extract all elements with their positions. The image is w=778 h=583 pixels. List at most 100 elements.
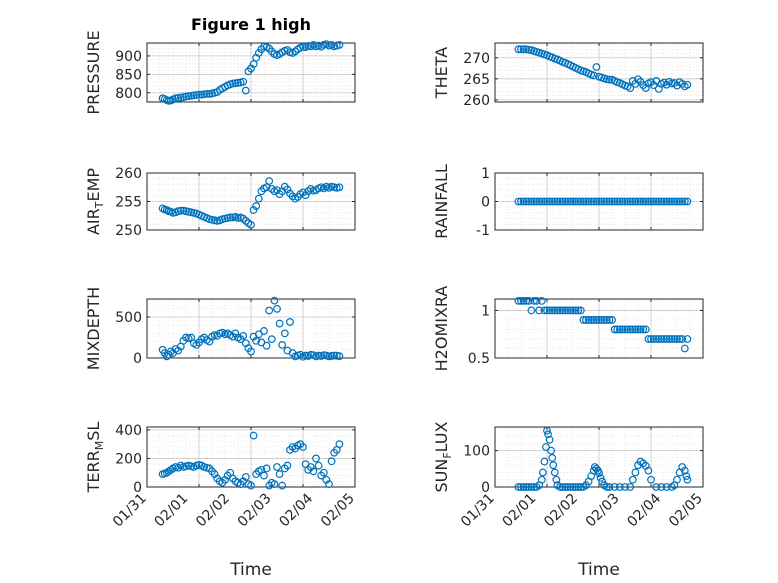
data-point <box>262 341 271 350</box>
data-point <box>675 197 684 206</box>
data-point <box>309 467 318 476</box>
data-point <box>312 454 320 463</box>
data-point <box>600 316 609 324</box>
data-point <box>582 316 590 324</box>
data-point <box>275 470 284 479</box>
data-point <box>556 483 564 491</box>
data-point <box>522 197 531 206</box>
data-point <box>200 90 209 99</box>
data-point <box>265 306 274 315</box>
y-axis-label: MIXDEPTH <box>84 287 103 370</box>
data-point <box>563 483 572 491</box>
data-point <box>537 297 546 305</box>
data-point <box>239 77 248 86</box>
data-point <box>247 220 255 229</box>
data-point <box>610 197 619 206</box>
data-point <box>574 197 583 206</box>
data-point <box>252 336 261 345</box>
data-point <box>514 45 523 54</box>
data-point <box>299 443 307 451</box>
data-point <box>197 90 206 99</box>
data-point <box>636 325 645 334</box>
data-point <box>231 79 240 88</box>
data-point <box>527 306 536 315</box>
data-point <box>623 325 632 334</box>
data-point <box>540 457 549 466</box>
data-point <box>647 335 655 343</box>
data-point <box>647 197 655 206</box>
data-point <box>524 197 533 206</box>
data-point <box>548 306 557 315</box>
data-point <box>299 42 307 51</box>
data-point <box>657 197 666 206</box>
data-point <box>514 483 523 491</box>
data-point <box>571 197 580 206</box>
data-point <box>673 475 681 484</box>
data-point <box>678 197 687 206</box>
figure-title: Figure 1 high <box>191 15 311 34</box>
data-point <box>631 325 640 334</box>
data-point <box>548 454 557 462</box>
data-point <box>626 197 635 206</box>
data-point <box>613 197 622 206</box>
data-point <box>561 483 570 491</box>
data-point <box>649 81 658 90</box>
x-axis-label: Time <box>229 560 272 580</box>
y-tick-label: 0 <box>133 480 142 496</box>
data-point <box>530 483 538 491</box>
data-point <box>537 197 546 206</box>
data-point <box>639 459 648 468</box>
data-point <box>234 78 242 87</box>
data-point <box>626 84 635 92</box>
data-point <box>670 197 679 206</box>
data-point <box>657 483 666 491</box>
y-tick-label: 0.5 <box>468 351 490 367</box>
data-point <box>654 197 663 206</box>
y-tick-label: -1 <box>476 223 490 239</box>
data-point <box>535 306 544 315</box>
data-point <box>644 335 653 343</box>
data-point <box>639 197 648 206</box>
y-axis-label: TERRMSL <box>84 422 106 494</box>
data-point <box>556 306 564 315</box>
data-point <box>639 325 648 334</box>
data-point <box>205 89 214 98</box>
data-point <box>647 475 655 484</box>
data-point <box>610 483 619 491</box>
data-point <box>527 197 536 206</box>
y-tick-label: 200 <box>115 451 142 467</box>
data-point <box>592 197 601 206</box>
data-point <box>335 352 344 361</box>
y-tick-label: 0 <box>133 351 142 367</box>
data-point <box>673 197 681 206</box>
data-point <box>543 306 551 315</box>
data-point <box>615 483 624 491</box>
data-point <box>522 483 531 491</box>
data-point <box>566 483 575 491</box>
y-axis-label: SUNFLUX <box>432 421 454 492</box>
data-point <box>610 325 619 334</box>
data-point <box>621 325 629 334</box>
data-point <box>544 430 552 439</box>
data-point <box>626 325 635 334</box>
data-point <box>683 475 692 484</box>
data-point <box>602 316 611 324</box>
data-point <box>683 335 692 343</box>
data-point <box>538 468 547 477</box>
data-point <box>262 464 271 473</box>
data-point <box>675 335 684 343</box>
data-point <box>641 325 650 334</box>
data-point <box>683 197 692 206</box>
data-point <box>228 79 237 88</box>
data-point <box>552 475 561 484</box>
data-point <box>574 483 583 491</box>
data-point <box>527 483 536 491</box>
data-point <box>192 340 201 349</box>
data-point <box>673 335 681 343</box>
data-point <box>514 197 523 206</box>
data-point <box>654 335 663 343</box>
y-tick-label: 0 <box>481 195 490 211</box>
data-point <box>649 197 658 206</box>
data-point <box>241 473 250 481</box>
data-point <box>667 197 676 206</box>
